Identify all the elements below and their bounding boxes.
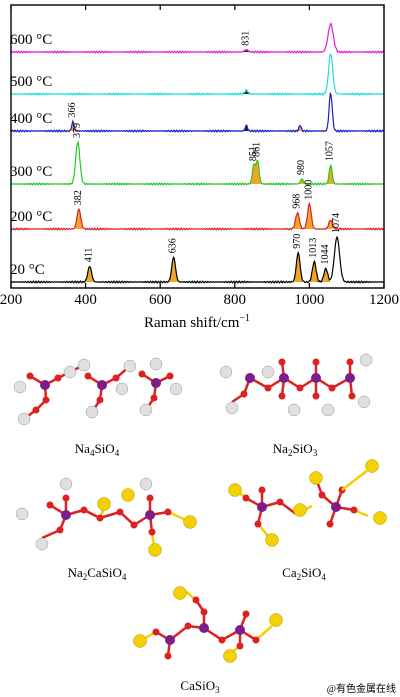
spectrum-line-6	[10, 22, 385, 54]
na2casio4-molecule	[15, 477, 197, 557]
x-tick-labels: 200 400 600 800 1000 1200	[0, 292, 399, 308]
peak-label: 831	[240, 31, 251, 46]
peak-label: 1000	[303, 180, 314, 200]
ca2sio4-molecule	[228, 459, 387, 547]
x-tick-label: 200	[0, 292, 22, 308]
spectrum-line-3	[10, 140, 385, 186]
label-casio3: CaSiO3	[180, 678, 220, 695]
x-tick-label: 1200	[369, 292, 399, 308]
x-tick-label: 600	[149, 292, 172, 308]
label-na2casio4: Na2CaSiO4	[68, 565, 127, 582]
peak-label: 851	[248, 146, 259, 161]
peak-band-3-3	[254, 160, 261, 184]
temperature-label-3: 300 °C	[10, 164, 52, 180]
label-na2sio3: Na2SiO3	[273, 441, 318, 458]
spectrum-line-4	[10, 91, 385, 134]
spectrum-line-1	[10, 235, 385, 284]
peak-band-2-4	[326, 220, 335, 229]
structure-ca2sio4: Ca2SiO4	[228, 459, 387, 582]
peak-band-3-5	[327, 164, 334, 184]
na2sio3-molecule	[219, 353, 373, 417]
temperature-label-6: 600 °C	[10, 32, 52, 48]
peak-label: 366	[67, 103, 78, 118]
spectrum-curves	[10, 22, 385, 284]
raman-spectra-chart: 200 400 600 800 1000 1200 411 636 970 1013 1044 10…	[0, 4, 399, 331]
peak-band-2-1	[74, 208, 83, 229]
peak-label: 382	[73, 190, 84, 205]
temperature-label-5: 500 °C	[10, 74, 52, 90]
structure-na2casio4: Na2CaSiO4	[15, 477, 197, 582]
peak-label: 411	[84, 248, 95, 263]
peak-label: 968	[291, 194, 302, 209]
label-ca2sio4: Ca2SiO4	[282, 565, 326, 582]
highlight-bands	[70, 49, 335, 282]
peak-band-2-2	[293, 212, 302, 229]
peak-label: 1044	[320, 245, 331, 265]
peak-band-1-1	[85, 266, 94, 282]
label-na4sio4: Na4SiO4	[75, 441, 120, 458]
spectrum-line-2	[10, 201, 385, 231]
axis-ticks	[10, 5, 385, 288]
plot-frame	[10, 4, 385, 289]
structure-na4sio4: Na4SiO4	[13, 357, 183, 458]
x-axis-label: Raman shift/cm−1	[144, 313, 250, 331]
peak-label: 379	[72, 123, 83, 138]
temperature-label-2: 200 °C	[10, 209, 52, 225]
peak-band-2-3	[305, 203, 314, 229]
structure-na2sio3: Na2SiO3	[219, 353, 373, 458]
temperature-label-1: 20 °C	[10, 262, 45, 278]
peak-label: 980	[296, 160, 307, 175]
x-tick-label: 800	[224, 292, 247, 308]
structure-casio3: CaSiO3	[133, 586, 283, 695]
x-tick-label: 400	[74, 292, 97, 308]
watermark: @有色金属在线	[327, 682, 396, 695]
peak-band-1-3	[294, 252, 303, 282]
spectrum-line-5	[10, 53, 385, 96]
peak-label: 636	[168, 238, 179, 253]
peak-label: 1057	[325, 141, 336, 161]
x-tick-label: 1000	[294, 292, 324, 308]
peak-label: 970	[292, 234, 303, 249]
temperature-label-4: 400 °C	[10, 111, 52, 127]
casio3-molecule	[133, 586, 283, 663]
peak-band-1-5	[321, 268, 330, 282]
peak-label: 861	[252, 142, 263, 157]
peak-band-1-2	[169, 256, 178, 282]
temperature-labels: 20 °C 200 °C 300 °C 400 °C 500 °C 600 °C	[10, 32, 52, 278]
peak-label: 1013	[308, 238, 319, 258]
na4sio4-molecule	[13, 357, 183, 426]
peak-band-1-4	[310, 261, 319, 282]
peak-band-3-4	[298, 178, 306, 185]
peak-label: 1074	[331, 213, 342, 233]
